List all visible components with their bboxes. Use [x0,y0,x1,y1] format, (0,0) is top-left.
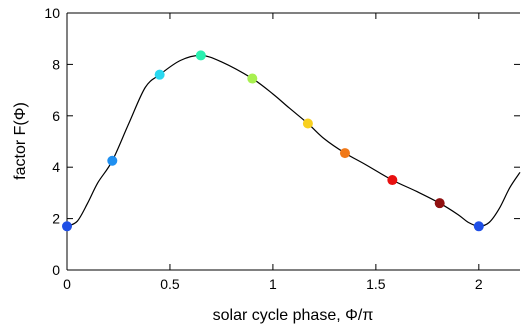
y-tick-label: 2 [52,211,60,227]
y-tick-label: 0 [52,262,60,278]
x-tick-labels: 0 0.5 1 1.5 2 [63,276,483,292]
data-point [62,221,72,232]
x-tick-label: 0.5 [160,276,180,292]
data-points [62,50,484,232]
data-point [195,50,206,61]
x-axis-label: solar cycle phase, Φ/π [213,307,374,324]
plot-frame [66,12,520,271]
y-axis-label: factor F(Φ) [12,102,29,180]
data-point [154,69,165,80]
y-tick-label: 6 [52,108,60,124]
x-tick-label: 2 [475,276,483,292]
data-point [107,155,118,166]
x-tick-label: 1 [269,276,277,292]
data-point [302,118,313,129]
y-tick-label: 10 [44,5,60,21]
data-point [473,221,484,232]
y-tick-label: 4 [52,159,60,175]
x-tick-label: 0 [63,276,71,292]
data-point [247,73,258,84]
axis-ticks [66,12,520,271]
factor-curve [66,54,521,227]
data-point [434,198,445,209]
y-tick-labels: 0 2 4 6 8 10 [44,5,60,278]
data-point [339,148,350,159]
data-point [387,175,398,186]
x-tick-label: 1.5 [366,276,386,292]
y-tick-label: 8 [52,56,60,72]
